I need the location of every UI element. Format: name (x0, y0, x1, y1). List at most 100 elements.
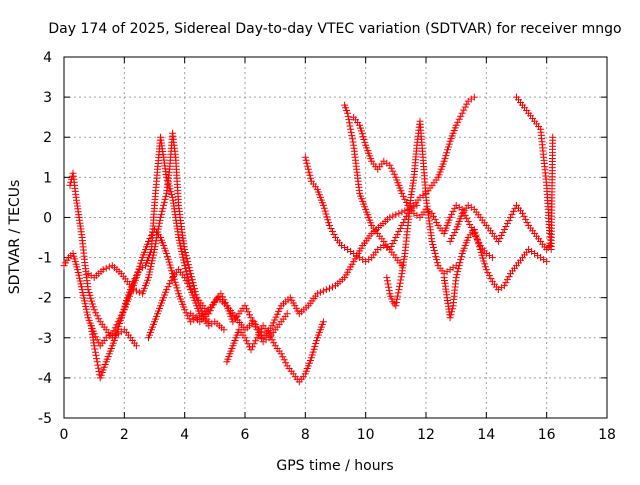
data-point (395, 228, 403, 235)
data-point (430, 212, 437, 220)
data-point (189, 279, 197, 287)
data-point (91, 345, 99, 353)
data-point (319, 201, 327, 209)
data-point (440, 157, 448, 165)
data-point (129, 278, 137, 286)
data-point (433, 259, 441, 267)
data-point (324, 216, 332, 224)
data-point (520, 212, 528, 220)
y-tick-label: 0 (43, 210, 52, 226)
data-point (322, 210, 330, 218)
data-point (480, 257, 488, 265)
data-point (241, 302, 249, 310)
data-point (167, 277, 175, 285)
data-point (502, 223, 510, 230)
data-point (347, 128, 355, 136)
data-point (90, 306, 98, 314)
data-point (476, 246, 484, 253)
data-point (90, 342, 98, 350)
data-point (433, 219, 441, 226)
series-2 (66, 169, 140, 350)
data-point (74, 266, 82, 274)
data-point (168, 191, 176, 198)
data-point (392, 302, 400, 310)
y-tick-label: -2 (38, 291, 52, 307)
data-point (181, 246, 189, 253)
series-5 (187, 201, 421, 342)
data-point (396, 225, 404, 232)
data-point (329, 283, 336, 291)
data-point (252, 323, 260, 331)
data-point (452, 121, 460, 129)
data-point (283, 310, 291, 318)
data-point (152, 237, 160, 245)
data-point (271, 316, 279, 324)
data-point (87, 294, 95, 302)
series-12 (446, 201, 554, 253)
data-point (508, 210, 516, 218)
data-point (92, 351, 100, 359)
data-point (160, 201, 168, 209)
data-point (191, 285, 198, 293)
data-point (166, 261, 174, 269)
data-point (188, 276, 196, 284)
data-point (326, 284, 333, 292)
data-point (448, 235, 456, 242)
data-point (449, 232, 457, 239)
y-tick-label: -5 (38, 411, 52, 427)
data-point (151, 243, 159, 251)
data-point (485, 272, 493, 280)
data-point (357, 127, 365, 135)
data-point (499, 229, 507, 236)
data-point (244, 308, 252, 316)
data-point (387, 164, 395, 172)
data-point (500, 282, 508, 290)
data-point (360, 136, 368, 143)
data-point (389, 240, 397, 247)
data-point (253, 326, 261, 334)
data-point (205, 310, 213, 318)
data-point (78, 286, 86, 294)
data-point (88, 297, 96, 305)
data-point (519, 209, 526, 217)
data-point (431, 215, 439, 223)
data-point (105, 263, 113, 271)
data-point (305, 168, 313, 176)
data-point (111, 334, 119, 342)
data-point (92, 309, 100, 317)
data-point (258, 335, 266, 343)
data-point (393, 295, 401, 303)
data-point (307, 174, 315, 182)
data-point (443, 149, 451, 157)
data-point (399, 192, 407, 200)
data-point (321, 207, 329, 215)
data-point (116, 320, 124, 327)
data-point (277, 350, 285, 358)
data-point (344, 109, 352, 117)
data-point (454, 268, 462, 276)
data-point (444, 143, 452, 151)
data-point (269, 319, 277, 327)
data-point (161, 195, 169, 203)
data-point (279, 353, 287, 361)
data-point (447, 311, 455, 319)
data-point (168, 267, 176, 275)
data-point (484, 269, 492, 277)
data-point (85, 289, 93, 296)
data-point (522, 215, 530, 223)
data-point (494, 238, 502, 245)
data-point (431, 250, 439, 257)
data-point (75, 271, 83, 279)
data-point (448, 210, 456, 218)
data-point (149, 254, 157, 262)
data-point (76, 277, 84, 285)
data-point (401, 195, 409, 203)
data-point (348, 132, 356, 140)
data-point (392, 299, 400, 306)
data-point (446, 314, 454, 322)
data-point (250, 320, 258, 328)
data-point (313, 290, 321, 298)
x-axis-label: GPS time / hours (276, 458, 393, 474)
